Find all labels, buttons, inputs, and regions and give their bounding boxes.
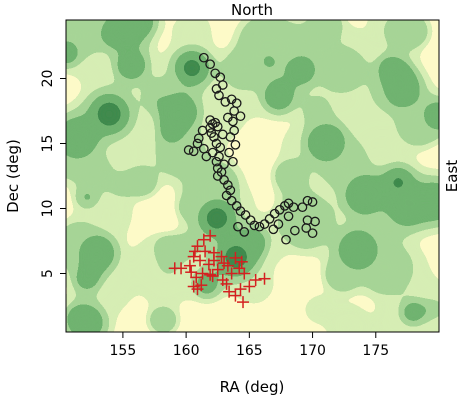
data-point-plus (187, 250, 200, 263)
data-point-circle (183, 145, 194, 155)
data-point-plus (235, 255, 248, 268)
x-tick-label: 160 (173, 343, 200, 359)
data-point-plus (221, 259, 234, 272)
data-point-plus (207, 246, 220, 259)
x-tick-label: 175 (362, 343, 389, 359)
x-tick-label: 170 (299, 343, 326, 359)
x-tick-label: 165 (236, 343, 263, 359)
data-point-plus (195, 279, 208, 292)
data-point-circle (249, 220, 260, 231)
data-point-plus (243, 280, 256, 293)
data-point-circle (215, 142, 226, 153)
data-point-circle (214, 151, 224, 162)
data-point-circle (273, 219, 284, 229)
data-point-circle (228, 116, 238, 127)
y-tick-label: 20 (40, 70, 56, 88)
data-point-plus (215, 250, 228, 263)
right-label-east: East (443, 160, 461, 192)
data-point-plus (229, 251, 242, 264)
data-point-circle (230, 139, 241, 150)
data-point-circle (198, 52, 209, 63)
data-point-circle (229, 106, 240, 116)
data-point-plus (206, 270, 219, 283)
data-point-circle (281, 234, 291, 245)
data-point-circle (205, 59, 215, 70)
data-point-plus (197, 233, 210, 246)
data-point-plus (194, 254, 207, 267)
data-point-plus (216, 274, 229, 286)
data-point-circle (307, 197, 318, 207)
y-tick-label: 10 (40, 200, 56, 218)
data-point-plus (183, 259, 196, 272)
plot-frame (65, 19, 440, 333)
data-point-circle (222, 180, 233, 190)
data-point-plus (168, 262, 181, 275)
data-point-plus (223, 285, 236, 298)
data-point-circle (240, 210, 251, 220)
data-point-circle (188, 146, 199, 157)
data-point-circle (224, 147, 234, 158)
data-point-plus (238, 267, 251, 280)
data-point-circle (221, 190, 232, 201)
cluster-points-plus (168, 229, 271, 309)
data-point-circle (235, 111, 246, 122)
data-point-plus (199, 245, 212, 258)
data-point-plus (196, 267, 209, 280)
contour-level-3 (66, 20, 439, 332)
data-point-circle (297, 202, 308, 213)
data-point-circle (310, 216, 320, 227)
data-point-plus (204, 268, 217, 281)
data-point-circle (209, 132, 219, 142)
density-contour-background (66, 20, 439, 332)
x-axis: 155 160 165 170 175 (110, 332, 389, 359)
data-point-circle (302, 195, 313, 206)
data-point-circle (205, 115, 215, 125)
data-point-plus (233, 262, 246, 275)
data-point-circle (214, 90, 224, 101)
x-axis-title: RA (deg) (220, 378, 285, 396)
data-point-plus (229, 289, 242, 302)
data-point-plus (185, 266, 198, 279)
contour-level-4 (80, 20, 407, 290)
data-point-plus (188, 245, 201, 258)
data-point-circle (217, 129, 228, 140)
y-axis: 5 10 15 20 (40, 70, 66, 278)
data-point-circle (283, 211, 294, 222)
data-point-circle (192, 138, 203, 149)
data-point-plus (237, 296, 250, 309)
top-label-north: North (231, 1, 273, 19)
data-point-circle (211, 84, 222, 94)
cluster-points-circles (183, 52, 320, 245)
data-point-circle (290, 225, 300, 236)
data-point-plus (191, 240, 204, 253)
data-point-circle (220, 97, 231, 107)
data-point-plus (211, 263, 224, 276)
data-point-plus (204, 229, 217, 242)
data-point-circle (193, 133, 204, 144)
data-point-circle (212, 121, 223, 132)
data-point-circle (239, 227, 250, 237)
data-point-circle (302, 215, 313, 226)
y-tick-label: 5 (40, 269, 56, 278)
data-point-circle (259, 219, 270, 229)
data-point-circle (307, 228, 318, 239)
data-point-plus (249, 274, 262, 286)
data-point-circle (226, 195, 237, 206)
data-point-circle (268, 224, 279, 235)
data-point-plus (234, 283, 247, 296)
y-tick-label: 15 (40, 135, 56, 153)
y-axis-title: Dec (deg) (4, 139, 22, 213)
data-point-plus (190, 271, 203, 284)
data-point-circle (264, 214, 275, 224)
data-point-plus (225, 267, 238, 280)
data-point-circle (254, 221, 265, 232)
data-point-circle (233, 221, 243, 232)
data-point-plus (258, 272, 271, 285)
data-point-circle (228, 156, 238, 167)
x-tick-label: 155 (110, 343, 137, 359)
data-point-circle (197, 125, 208, 136)
